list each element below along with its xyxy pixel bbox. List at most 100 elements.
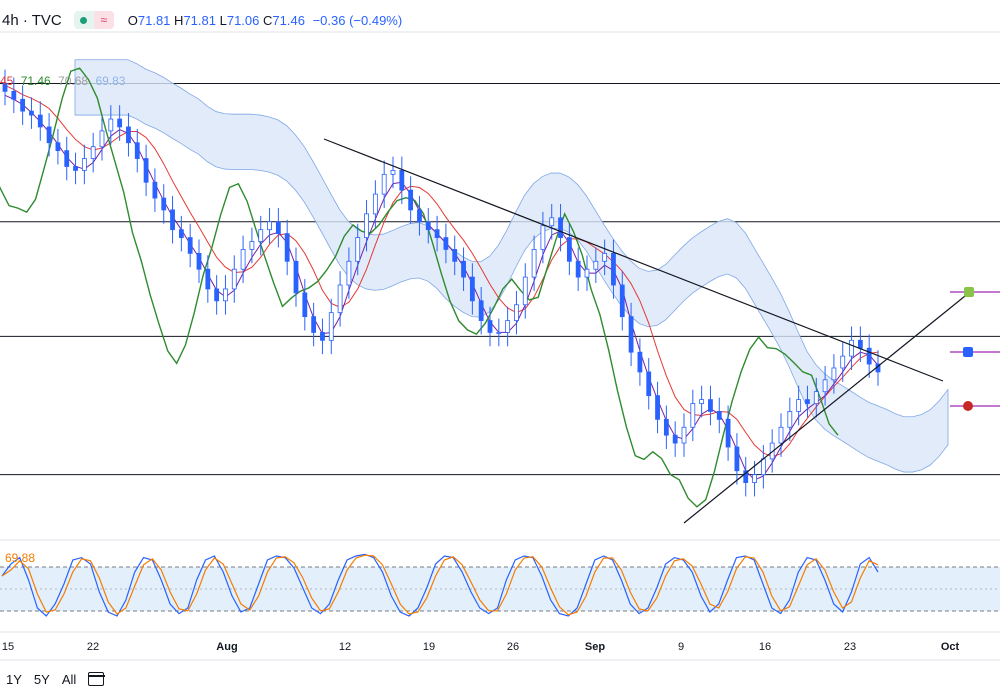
candle-body <box>743 470 749 483</box>
x-tick-label: 12 <box>339 641 351 653</box>
candle-body <box>161 197 167 211</box>
check-marker-icon <box>964 287 974 297</box>
candle-body <box>478 300 484 321</box>
open-value: 71.81 <box>137 12 171 28</box>
x-tick-label: 15 <box>2 641 14 653</box>
candle-body <box>646 371 652 397</box>
candle-body <box>205 268 211 290</box>
chart-header: 4h · TVC ≈ O71.81 H71.81 L71.06 C71.46 −… <box>0 10 402 30</box>
candle-body <box>434 229 440 238</box>
candle-body <box>381 173 387 195</box>
candle-body <box>681 426 687 444</box>
candle-body <box>805 399 810 404</box>
candle-body <box>514 304 519 321</box>
candle-body <box>787 411 793 428</box>
candle-body <box>708 399 713 412</box>
ohlc-readout: O71.81 H71.81 L71.06 C71.46 −0.36 (−0.49… <box>127 12 403 28</box>
candle-body <box>178 229 184 238</box>
candle-body <box>302 292 308 318</box>
close-value: 71.46 <box>272 12 305 28</box>
candle-body <box>461 260 466 278</box>
candle-body <box>223 288 228 302</box>
candle-body <box>469 276 475 302</box>
ichimoku-value-1: 45 <box>0 74 14 88</box>
candle-body <box>690 403 696 428</box>
candle-body <box>602 252 608 262</box>
ichimoku-value-4: 69.83 <box>95 74 126 88</box>
candle-body <box>258 229 264 242</box>
candle-body <box>249 241 255 250</box>
timeframe-source-label[interactable]: 4h · TVC <box>2 11 62 29</box>
market-status-icon <box>73 11 94 29</box>
x-tick-label: 23 <box>844 641 856 653</box>
candle-body <box>496 332 502 334</box>
candle-body <box>2 83 8 92</box>
stoch-value: 69.88 <box>5 551 36 565</box>
status-pill[interactable]: ≈ <box>73 11 114 29</box>
candle-body <box>408 189 414 211</box>
candle-body <box>672 434 678 444</box>
range-all-button[interactable]: All <box>61 671 77 687</box>
candle-body <box>355 237 361 262</box>
x-tick-label: Aug <box>216 641 237 653</box>
candle-body <box>778 426 784 444</box>
range-5y-button[interactable]: 5Y <box>33 671 50 687</box>
candle-body <box>822 379 828 393</box>
candle-body <box>399 170 405 191</box>
x-tick-label: 9 <box>678 641 684 653</box>
candle-body <box>663 418 669 436</box>
candle-body <box>760 458 766 476</box>
candle-body <box>372 193 378 215</box>
candle-body <box>611 252 616 286</box>
candle-body <box>196 252 202 270</box>
candle-body <box>796 399 802 412</box>
candle-body <box>275 221 281 235</box>
x-tick-label: Oct <box>941 641 960 653</box>
candle-body <box>655 395 660 420</box>
candle-body <box>637 351 643 373</box>
high-value: 71.81 <box>183 12 216 28</box>
range-1y-button[interactable]: 1Y <box>6 671 22 687</box>
delayed-data-icon: ≈ <box>93 11 114 29</box>
candle-body <box>346 260 352 286</box>
candle-body <box>73 166 78 171</box>
candle-body <box>46 126 52 144</box>
candle-body <box>20 98 26 112</box>
candle-body <box>866 347 872 365</box>
candle-body <box>29 110 34 116</box>
candle-body <box>267 221 272 231</box>
candle-body <box>417 209 422 223</box>
candle-body <box>55 142 61 152</box>
candle-body <box>452 249 458 262</box>
candle-body <box>108 118 114 132</box>
candle-body <box>425 221 431 231</box>
candle-body <box>364 213 369 238</box>
x-tick-label: 19 <box>423 641 435 653</box>
candle-body <box>716 411 722 420</box>
candle-body <box>558 217 563 238</box>
candle-body <box>143 158 149 183</box>
candle-body <box>487 320 493 333</box>
candle-body <box>619 284 625 318</box>
candle-body <box>126 126 131 144</box>
candle-body <box>214 288 220 302</box>
base-line <box>4 94 879 481</box>
ascending-trendline <box>683 291 971 524</box>
candle-body <box>320 332 325 341</box>
candle-body <box>390 170 396 175</box>
candle-body <box>628 316 634 353</box>
candle-body <box>90 146 96 159</box>
candle-body <box>11 90 17 100</box>
candle-body <box>134 142 140 159</box>
ichimoku-value-3: 70.68 <box>58 74 89 88</box>
candle-body <box>849 339 854 357</box>
calendar-icon[interactable] <box>87 672 105 686</box>
change-value: −0.36 (−0.49%) <box>312 12 403 28</box>
candle-body <box>505 320 511 333</box>
stoch-k-line <box>1 553 879 617</box>
ichimoku-value-2: 71.46 <box>20 74 51 88</box>
x-tick-label: 22 <box>87 641 99 653</box>
candle-body <box>769 442 775 460</box>
candle-body <box>99 130 105 148</box>
